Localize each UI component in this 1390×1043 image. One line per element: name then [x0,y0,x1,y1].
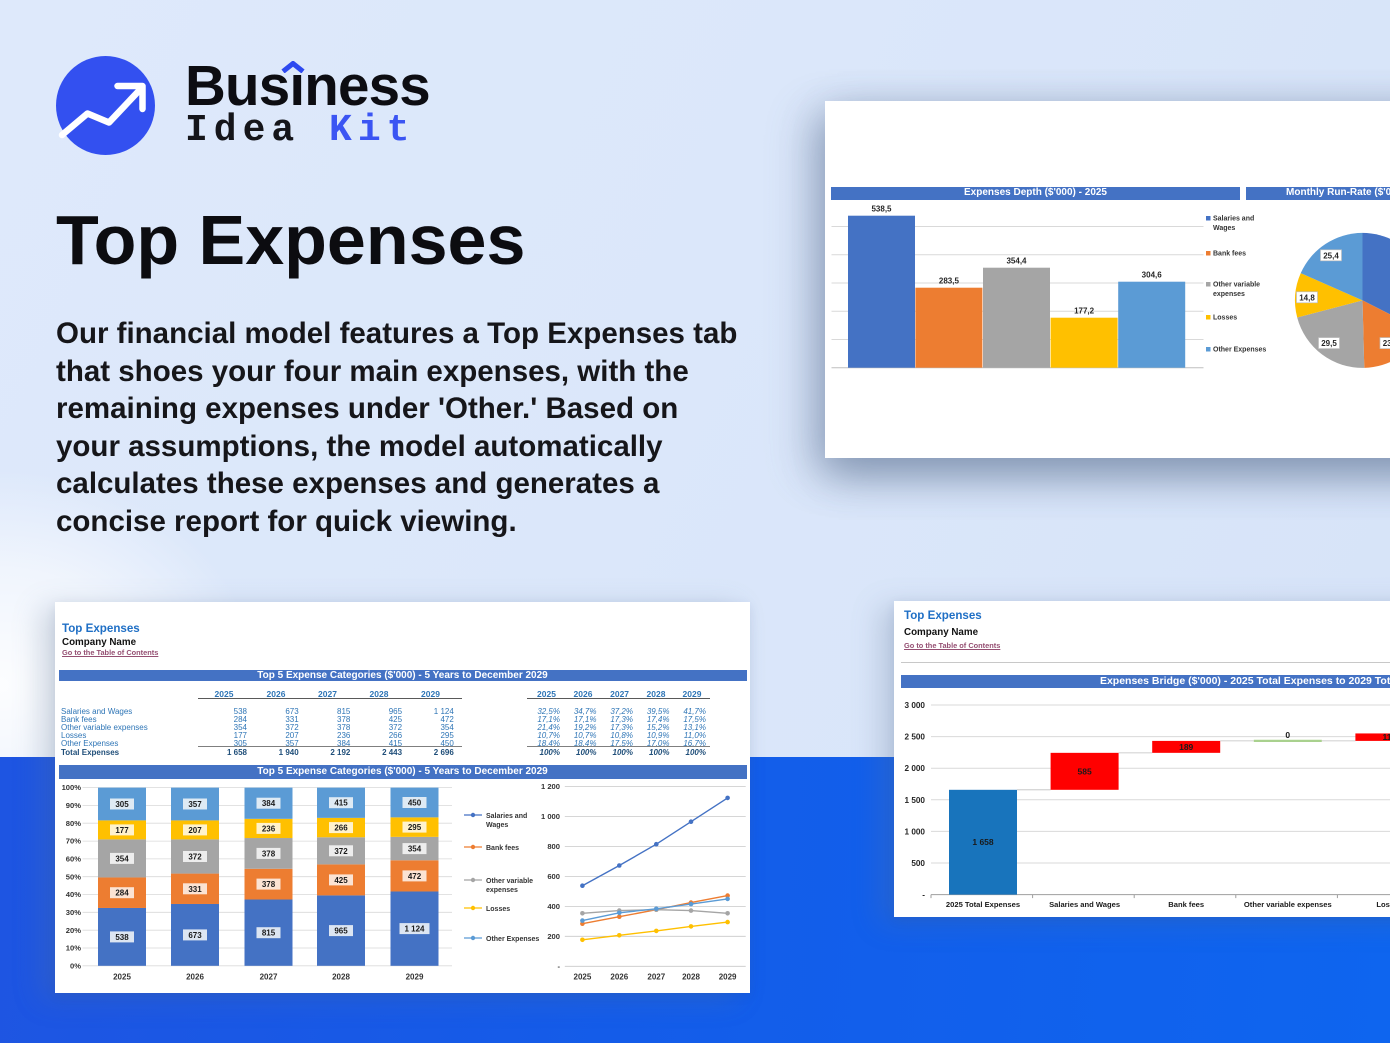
svg-text:Salaries and Wages: Salaries and Wages [1049,900,1120,909]
svg-text:2 500: 2 500 [905,732,926,741]
svg-text:965: 965 [334,927,348,936]
svg-text:29,5: 29,5 [1321,339,1337,348]
svg-text:1 500: 1 500 [905,795,926,804]
svg-text:1 658: 1 658 [972,837,994,847]
svg-text:0%: 0% [70,961,81,970]
svg-text:500: 500 [911,859,925,868]
svg-text:70%: 70% [66,837,81,846]
svg-text:354: 354 [408,845,422,854]
svg-text:800: 800 [547,842,560,851]
svg-text:177: 177 [115,826,129,835]
svg-text:Other Expenses: Other Expenses [1213,346,1266,353]
svg-text:815: 815 [262,929,276,938]
svg-text:425: 425 [334,876,348,885]
svg-text:expenses: expenses [1213,291,1245,298]
svg-text:357: 357 [188,800,202,809]
svg-text:Wages: Wages [1213,225,1235,232]
svg-text:118: 118 [1383,732,1390,742]
svg-text:2026: 2026 [186,973,204,982]
svg-text:372: 372 [188,853,202,862]
svg-text:2027: 2027 [647,973,665,982]
svg-text:Losses: Losses [1213,314,1237,321]
svg-text:Bank fees: Bank fees [1168,900,1204,909]
svg-text:80%: 80% [66,819,81,828]
svg-text:10%: 10% [66,944,81,953]
svg-text:1 124: 1 124 [404,925,425,934]
svg-text:90%: 90% [66,801,81,810]
svg-text:200: 200 [547,932,560,941]
svg-text:450: 450 [408,799,422,808]
svg-text:Other variable: Other variable [1213,281,1260,288]
svg-text:Bank fees: Bank fees [486,845,519,852]
svg-text:266: 266 [334,824,348,833]
svg-text:Wages: Wages [486,822,508,829]
svg-text:2029: 2029 [406,973,424,982]
svg-text:600: 600 [547,872,560,881]
svg-text:372: 372 [334,847,348,856]
svg-text:378: 378 [262,880,276,889]
svg-text:378: 378 [262,849,276,858]
svg-text:50%: 50% [66,872,81,881]
svg-text:2029: 2029 [719,973,737,982]
svg-text:0: 0 [1285,729,1290,739]
svg-text:2028: 2028 [682,973,700,982]
svg-text:100%: 100% [62,783,82,792]
svg-text:304,6: 304,6 [1141,270,1162,279]
svg-text:207: 207 [188,826,202,835]
svg-text:Other variable: Other variable [486,878,533,885]
svg-text:384: 384 [262,799,276,808]
svg-text:331: 331 [188,885,202,894]
svg-text:Other Expenses: Other Expenses [486,936,539,943]
svg-text:20%: 20% [66,926,81,935]
svg-text:236: 236 [262,824,276,833]
svg-text:Salaries and: Salaries and [486,813,527,820]
svg-text:284: 284 [115,889,129,898]
svg-text:415: 415 [334,799,348,808]
svg-text:585: 585 [1078,766,1092,776]
svg-text:Losses: Losses [486,906,510,913]
svg-text:2028: 2028 [332,973,350,982]
svg-text:expenses: expenses [486,887,518,894]
svg-text:673: 673 [188,931,202,940]
svg-text:2027: 2027 [260,973,278,982]
svg-text:60%: 60% [66,855,81,864]
svg-text:23,6: 23,6 [1382,339,1390,348]
svg-text:354: 354 [115,854,129,863]
svg-text:354,4: 354,4 [1006,256,1027,265]
svg-text:1 200: 1 200 [541,782,560,791]
svg-text:Bank fees: Bank fees [1213,250,1246,257]
svg-text:189: 189 [1179,741,1193,751]
svg-text:2025 Total Expenses: 2025 Total Expenses [946,900,1020,909]
svg-text:400: 400 [547,902,560,911]
svg-text:40%: 40% [66,890,81,899]
svg-text:1 000: 1 000 [541,812,560,821]
svg-text:2025: 2025 [113,973,131,982]
svg-text:3 000: 3 000 [905,701,926,710]
svg-text:-: - [922,890,925,899]
svg-text:177,2: 177,2 [1074,306,1095,315]
svg-text:1 000: 1 000 [905,827,926,836]
svg-text:Losses: Losses [1376,900,1390,909]
svg-text:2025: 2025 [574,973,592,982]
svg-text:538: 538 [115,933,129,942]
svg-text:2026: 2026 [610,973,628,982]
svg-text:Salaries and: Salaries and [1213,215,1254,222]
svg-text:538,5: 538,5 [871,204,892,213]
svg-text:Other variable expenses: Other variable expenses [1244,900,1332,909]
svg-text:30%: 30% [66,908,81,917]
svg-text:2 000: 2 000 [905,764,926,773]
svg-text:-: - [557,962,560,971]
svg-text:14,8: 14,8 [1299,293,1315,302]
svg-text:295: 295 [408,823,422,832]
svg-text:472: 472 [408,872,422,881]
svg-text:25,4: 25,4 [1323,251,1339,260]
svg-text:283,5: 283,5 [938,276,959,285]
svg-text:305: 305 [115,800,129,809]
